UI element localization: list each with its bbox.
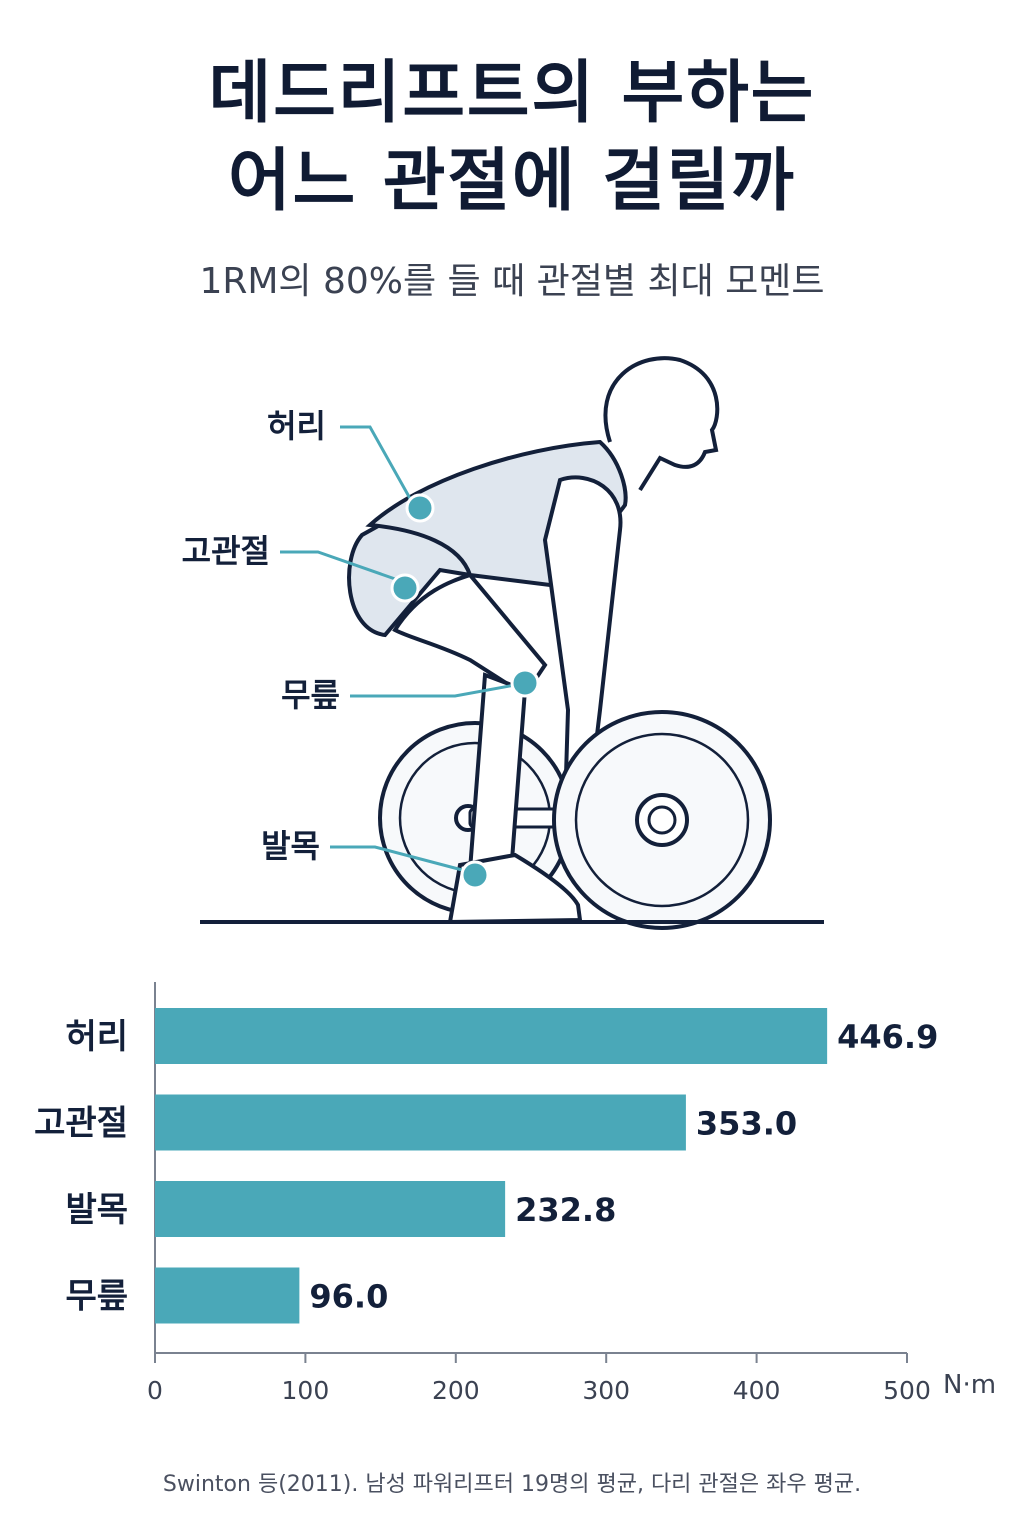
x-tick-label: 400	[733, 1376, 781, 1405]
joint-label-waist: 허리	[267, 407, 326, 445]
chart-value-labels: 446.9 353.0 232.8 96.0	[309, 1018, 938, 1316]
page-subtitle: 1RM의 80%를 들 때 관절별 최대 모멘트	[199, 261, 825, 302]
joint-label-knee: 무릎	[281, 676, 340, 714]
value-label: 96.0	[309, 1278, 388, 1316]
callout-knee: 무릎	[281, 668, 540, 714]
x-tick-label: 500	[883, 1376, 931, 1405]
title-line-1: 데드리프트의 부하는	[208, 54, 816, 133]
value-label: 353.0	[696, 1105, 797, 1143]
category-label: 발목	[65, 1190, 128, 1230]
title-line-2: 어느 관절에 걸릴까	[228, 142, 796, 221]
value-label: 446.9	[837, 1018, 938, 1056]
joint-label-hip: 고관절	[182, 532, 270, 570]
x-unit-label: N·m	[943, 1370, 996, 1400]
callout-ankle: 발목	[261, 827, 490, 890]
value-label: 232.8	[515, 1191, 616, 1229]
x-tick-label: 0	[147, 1376, 163, 1405]
callout-hip: 고관절	[182, 532, 420, 603]
joint-label-ankle: 발목	[261, 827, 320, 865]
callout-waist: 허리	[267, 407, 435, 523]
bar	[155, 1267, 300, 1324]
bar	[155, 1094, 686, 1151]
page-title: 데드리프트의 부하는 어느 관절에 걸릴까	[0, 50, 1024, 226]
x-tick-label: 100	[282, 1376, 330, 1405]
bar	[155, 1181, 506, 1237]
deadlift-figure: 허리 고관절 무릎 발목	[182, 356, 824, 930]
x-tick-label: 200	[432, 1376, 480, 1405]
category-label: 고관절	[34, 1104, 128, 1144]
front-plate	[552, 710, 772, 930]
source-note: Swinton 등(2011). 남성 파워리프터 19명의 평균, 다리 관절…	[162, 1472, 862, 1497]
x-tick-label: 300	[582, 1376, 630, 1405]
bar	[155, 1008, 828, 1064]
chart-bars	[155, 1008, 828, 1324]
category-label: 허리	[65, 1017, 128, 1057]
chart-tick-labels: 0 100 200 300 400 500 N·m	[147, 1370, 996, 1405]
category-label: 무릎	[65, 1277, 128, 1317]
head	[603, 356, 720, 492]
